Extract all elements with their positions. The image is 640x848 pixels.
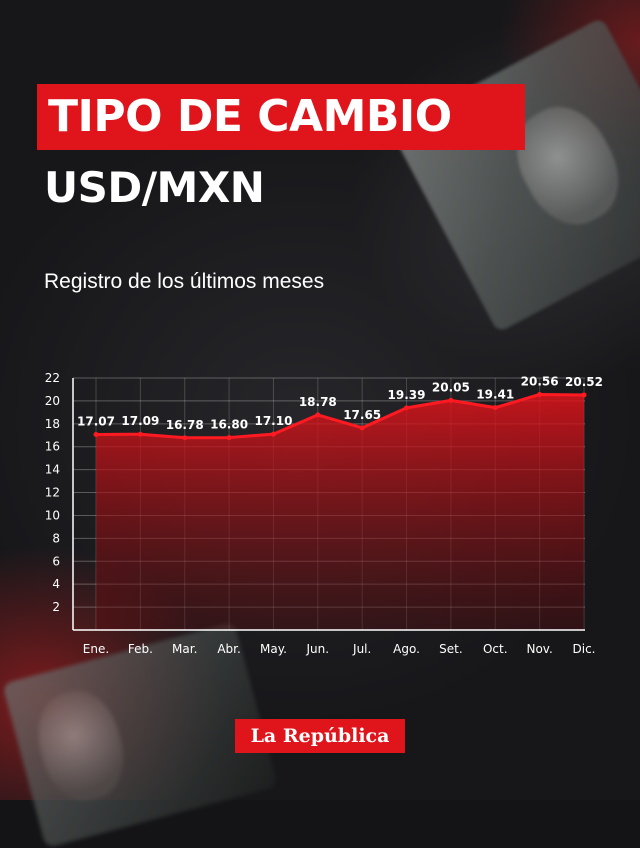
x-tick-label: Set. [439, 642, 463, 656]
x-tick-label: May. [260, 642, 287, 656]
x-tick-label: Mar. [172, 642, 197, 656]
x-tick-label: Ene. [83, 642, 109, 656]
y-tick-label: 16 [45, 440, 60, 454]
data-label: 17.10 [254, 414, 292, 428]
data-point [404, 405, 410, 411]
x-tick-label: Nov. [526, 642, 552, 656]
data-label: 20.56 [521, 374, 559, 388]
y-tick-label: 4 [52, 577, 60, 591]
x-tick-label: Jul. [352, 642, 371, 656]
y-tick-label: 20 [45, 394, 60, 408]
brand-logo: La República [250, 725, 390, 747]
x-tick-label: Oct. [483, 642, 508, 656]
page-title: TIPO DE CAMBIO [48, 91, 452, 142]
data-point [315, 412, 321, 418]
y-tick-label: 12 [45, 486, 60, 500]
x-tick-label: Abr. [217, 642, 240, 656]
data-label: 20.05 [432, 380, 470, 394]
data-label: 19.39 [388, 388, 426, 402]
series-line [95, 392, 585, 440]
data-point [581, 392, 587, 398]
x-tick-label: Dic. [573, 642, 596, 656]
y-tick-label: 2 [52, 600, 60, 614]
bill-portrait [27, 682, 134, 810]
data-point [182, 435, 188, 441]
y-tick-label: 22 [45, 371, 60, 385]
series-area [96, 394, 584, 630]
data-point [270, 431, 276, 437]
title-highlight [37, 84, 525, 150]
data-label: 16.78 [166, 418, 204, 432]
brand-logo-box [235, 719, 405, 753]
data-point [93, 431, 99, 437]
y-tick-label: 14 [45, 463, 60, 477]
data-label: 19.41 [476, 388, 514, 402]
data-label: 16.80 [210, 418, 248, 432]
data-label: 17.65 [343, 408, 381, 422]
data-point [537, 391, 543, 397]
exchange-rate-chart: 2 4 6 8 10 12 14 16 18 20 22 Ene. Feb. Mar. Abr. May. Ju… [45, 371, 603, 656]
data-point [359, 425, 365, 431]
page-subtitle: USD/MXN [44, 163, 265, 212]
data-label: 18.78 [299, 395, 337, 409]
y-tick-label: 8 [52, 531, 60, 545]
data-point [137, 431, 143, 437]
chart-caption: Registro de los últimos meses [44, 270, 325, 293]
y-tick-label: 10 [45, 508, 60, 522]
data-point [226, 435, 232, 441]
x-tick-label: Ago. [393, 642, 420, 656]
y-tick-label: 6 [52, 554, 60, 568]
x-tick-label: Jun. [306, 642, 330, 656]
data-label: 17.07 [77, 414, 115, 428]
data-label: 17.09 [121, 414, 159, 428]
data-label: 20.52 [565, 375, 603, 389]
data-point [448, 397, 454, 403]
x-tick-label: Feb. [128, 642, 153, 656]
y-tick-label: 18 [45, 417, 60, 431]
data-point [492, 405, 498, 411]
